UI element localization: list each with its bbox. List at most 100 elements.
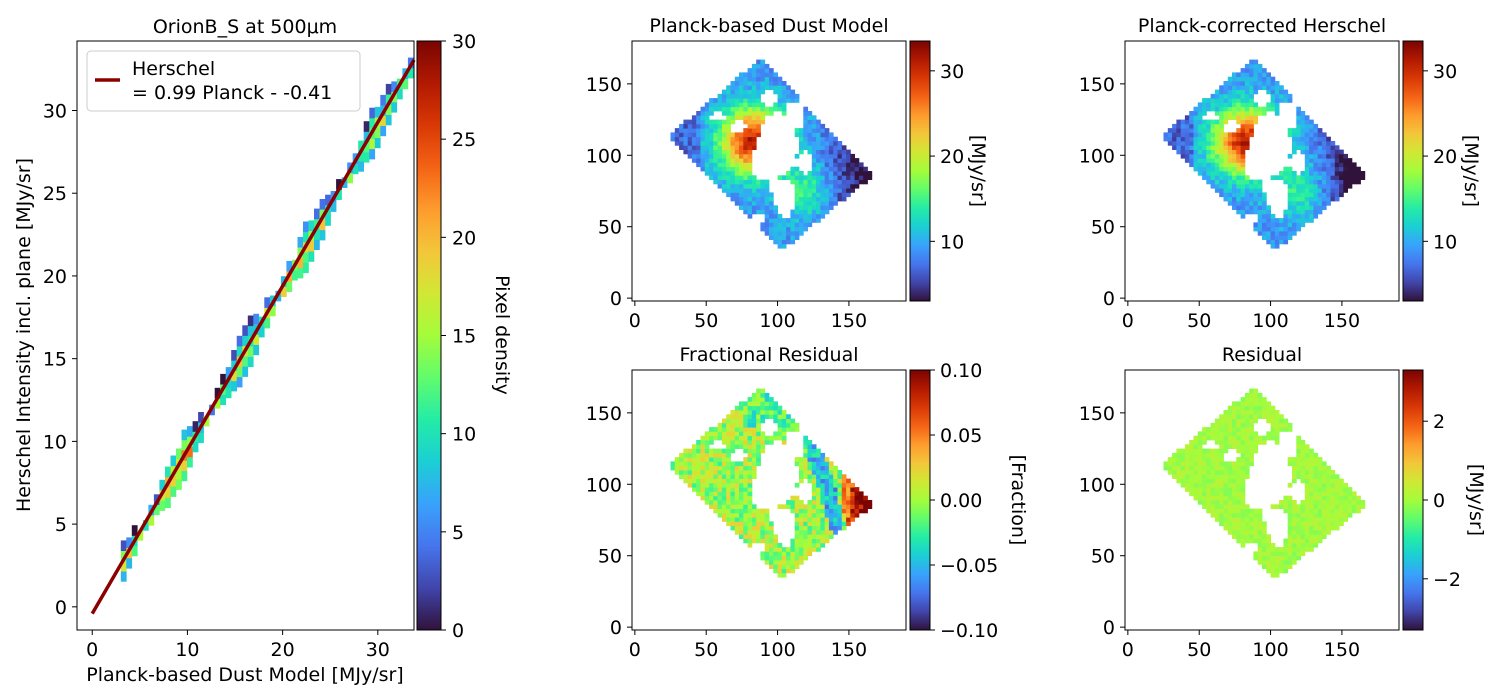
map-pixel [1232,440,1237,445]
map-pixel [726,89,731,95]
map-pixel [799,231,804,236]
map-pixel [1180,461,1186,467]
map-pixel [769,205,774,210]
map-pixel [790,504,796,509]
map-pixel [1356,504,1361,509]
map-pixel [837,517,843,522]
map-pixel [756,414,761,419]
map-pixel [828,487,834,492]
map-pixel [773,564,778,569]
map-pixel [837,482,843,488]
map-pixel [1326,470,1331,475]
map-pixel [769,81,774,86]
map-pixel [1279,93,1284,99]
map-pixel [816,508,821,514]
map-pixel [1244,440,1250,445]
map-pixel [790,175,796,180]
map-pixel [1180,448,1186,454]
map-pixel [1347,491,1353,497]
map-pixel [841,175,847,180]
map-pixel [811,166,817,172]
map-pixel [704,478,710,484]
map-pixel [747,495,753,501]
density-cell [203,415,210,427]
map-pixel [764,534,770,539]
map-pixel [1317,461,1323,467]
map-pixel [858,500,864,505]
map-pixel [1253,405,1259,411]
map-pixel [683,132,689,138]
map-pixel [1287,555,1293,561]
map-pixel [1317,162,1323,168]
map-pixel [717,158,723,163]
map-pixel [1189,457,1194,462]
map-pixel [1193,132,1199,138]
map-pixel [764,560,770,565]
map-pixel [1197,482,1203,488]
map-pixel [1334,145,1340,150]
map-pixel [1326,188,1331,193]
map-pixel [674,141,680,146]
map-pixel [679,457,684,462]
map-pixel [1202,461,1207,467]
map-pixel [1304,123,1310,129]
map-pixel [1292,470,1297,475]
map-pixel [1236,111,1241,116]
map-pixel [709,431,714,437]
map-pixel [816,153,821,159]
map-pixel [1223,504,1229,509]
map-pixel [700,457,706,462]
map-pixel [1236,162,1241,168]
map-pixel [1296,448,1301,454]
x-tick-label: 0 [629,310,641,332]
map-pixel [799,457,804,462]
map-pixel [751,98,757,103]
map-pixel [837,508,843,514]
map-pixel [816,504,821,509]
map-pixel [824,192,830,198]
map-pixel [721,504,727,509]
map-pixel [824,512,830,518]
map-pixel [751,68,757,73]
map-pixel [807,547,813,552]
map-pixel [816,517,821,522]
map-pixel [743,145,748,150]
map-pixel [756,410,761,415]
colorbar-tick-label: 0 [452,620,464,642]
map-pixel [803,188,808,193]
map-pixel [721,132,727,138]
map-pixel [734,149,740,155]
map-pixel [760,525,766,531]
map-pixel [691,452,697,458]
map-pixel [1180,145,1186,150]
map-pixel [1292,188,1297,193]
map-pixel [1236,401,1241,407]
map-pixel [1236,141,1241,146]
map-pixel [696,457,701,462]
map-pixel [820,162,826,168]
map-pixel [1287,235,1293,240]
map-pixel [1296,551,1301,557]
map-pixel [1197,128,1203,133]
map-pixel [734,491,740,497]
map-pixel [841,196,847,202]
map-pixel [670,465,676,471]
map-pixel [794,201,800,206]
map-pixel [747,534,753,539]
map-pixel [760,81,766,86]
map-pixel [841,495,847,501]
map-pixel [777,231,783,236]
map-pixel [1227,192,1233,198]
map-pixel [769,209,774,215]
map-pixel [1317,128,1323,133]
map-pixel [751,512,757,518]
map-pixel [726,452,731,458]
map-pixel [734,410,740,415]
map-pixel [674,132,680,138]
map-pixel [1240,470,1246,475]
map-pixel [1206,166,1211,172]
map-pixel [1202,435,1207,441]
map-pixel [1330,175,1336,180]
map-pixel [1249,448,1254,454]
